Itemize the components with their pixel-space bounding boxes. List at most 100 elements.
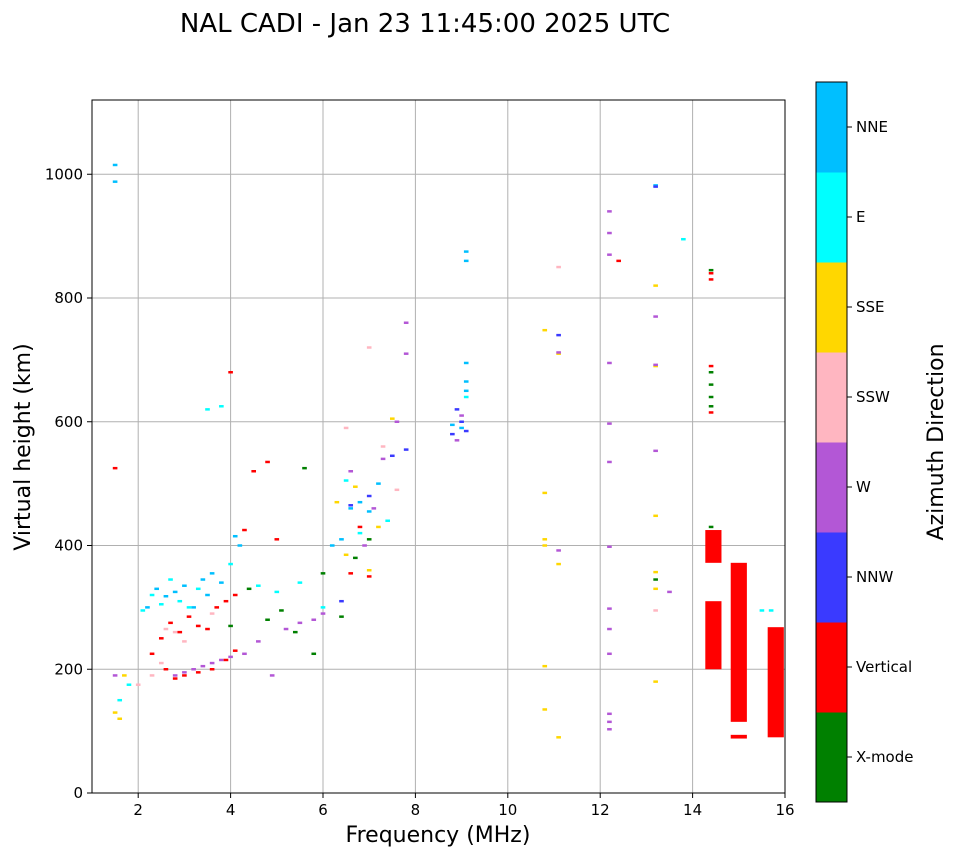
echo-point	[246, 587, 252, 591]
echo-point	[653, 284, 658, 287]
echo-point	[389, 417, 395, 420]
colorbar-tick-label: W	[856, 478, 871, 496]
echo-point	[237, 544, 243, 547]
echo-point	[653, 363, 658, 367]
y-axis-ticks: 0 200 400 600 800 1000	[45, 165, 92, 802]
colorbar-tick-label: X-mode	[856, 748, 913, 766]
echo-point	[366, 575, 372, 578]
x-tick-label: 6	[318, 801, 328, 819]
echo-point	[242, 652, 247, 656]
echo-point	[450, 423, 455, 427]
echo-point	[607, 728, 612, 731]
echo-column	[730, 562, 747, 722]
x-tick-label: 10	[498, 801, 517, 819]
y-tick-label: 0	[73, 784, 83, 802]
echo-point	[214, 606, 220, 609]
echo-point	[168, 621, 173, 625]
x-tick-label: 2	[133, 801, 143, 819]
y-tick-label: 800	[54, 289, 83, 307]
echo-point	[653, 587, 658, 591]
echo-point	[140, 609, 146, 612]
echo-point	[205, 408, 210, 411]
echo-point	[759, 609, 765, 612]
echo-point	[209, 661, 215, 665]
colorbar-segment	[816, 622, 847, 713]
plot-background	[92, 100, 785, 793]
echo-point	[320, 572, 326, 575]
echo-point	[353, 485, 358, 488]
echo-point	[297, 581, 303, 584]
echo-point	[232, 593, 238, 597]
echo-point	[362, 544, 367, 547]
echo-point	[366, 569, 372, 572]
echo-point	[205, 627, 210, 631]
echo-point	[607, 545, 612, 548]
echo-point	[274, 590, 280, 594]
echo-point	[112, 180, 118, 183]
echo-point	[708, 364, 714, 368]
echo-point	[376, 482, 381, 485]
echo-point	[403, 352, 409, 355]
echo-point	[607, 607, 612, 610]
echo-point	[708, 278, 714, 281]
echo-point	[168, 578, 173, 581]
echo-point	[177, 630, 183, 634]
x-axis-ticks: 2 4 6 8 10 12 14 16	[133, 793, 795, 819]
echo-point	[607, 712, 612, 716]
echo-point	[149, 674, 155, 677]
echo-point	[607, 361, 612, 365]
echo-point	[172, 590, 178, 594]
echo-point	[149, 652, 155, 656]
echo-point	[454, 408, 460, 411]
echo-point	[149, 593, 155, 597]
echo-point	[228, 562, 233, 566]
echo-point	[607, 627, 612, 631]
echo-point	[708, 371, 714, 374]
echo-point	[228, 624, 233, 628]
echo-point	[653, 570, 658, 574]
echo-point	[223, 599, 229, 603]
echo-point	[653, 185, 658, 188]
echo-point	[371, 507, 377, 510]
echo-point	[334, 500, 340, 504]
echo-point	[242, 528, 247, 532]
echo-point	[450, 432, 455, 436]
colorbar-segment	[816, 262, 847, 353]
echo-point	[177, 599, 183, 603]
echo-point	[607, 231, 612, 235]
echo-point	[616, 259, 621, 263]
echo-point	[357, 500, 363, 504]
echo-point	[195, 624, 201, 628]
colorbar-segment	[816, 532, 847, 623]
echo-point	[542, 491, 548, 495]
echo-point	[348, 470, 354, 473]
echo-point	[348, 504, 354, 507]
echo-point	[265, 618, 270, 621]
echo-point	[653, 514, 658, 518]
echo-point	[182, 671, 187, 674]
echo-point	[182, 674, 187, 677]
echo-point	[348, 507, 354, 510]
echo-point	[403, 321, 409, 324]
colorbar-tick-label: E	[856, 208, 865, 226]
echo-point	[339, 615, 344, 618]
echo-point	[394, 488, 400, 492]
echo-point	[394, 420, 400, 423]
echo-point	[343, 553, 349, 557]
y-tick-label: 600	[54, 413, 83, 431]
echo-point	[542, 538, 548, 541]
echo-point	[463, 380, 469, 383]
echo-point	[311, 652, 317, 656]
echo-column	[767, 627, 784, 738]
echo-point	[366, 494, 372, 498]
echo-point	[269, 674, 275, 677]
echo-point	[145, 606, 150, 609]
echo-point	[297, 621, 303, 625]
echo-point	[454, 439, 460, 442]
echo-point	[463, 429, 469, 433]
echo-point	[311, 618, 317, 621]
echo-point	[556, 333, 561, 337]
echo-point	[556, 736, 561, 739]
echo-column	[705, 530, 722, 563]
echo-point	[339, 538, 344, 541]
